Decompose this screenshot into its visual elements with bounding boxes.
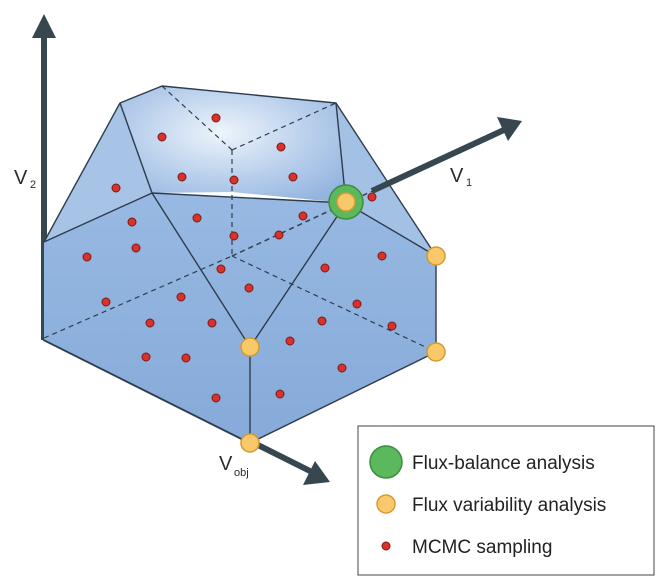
fva-points: [240, 246, 446, 453]
mcmc-point: [285, 336, 295, 346]
mcmc-point: [211, 393, 221, 403]
polytope-top-face: [120, 86, 346, 203]
legend-label-mcmc: MCMC sampling: [412, 537, 552, 558]
mcmc-point: [298, 211, 308, 221]
mcmc-point: [207, 318, 217, 328]
mcmc-point: [216, 264, 226, 274]
vobj-axis-arrowhead: [303, 461, 330, 485]
mcmc-marker: [381, 541, 391, 551]
v2-label: V 2: [14, 167, 36, 191]
v1-axis-solid: [370, 126, 508, 194]
polytope: [43, 85, 437, 444]
vobj-label-sub: obj: [234, 467, 249, 479]
polytope-front-left-face: [44, 193, 250, 443]
visible-edges: [43, 85, 437, 444]
mcmc-point: [181, 353, 191, 363]
mcmc-point: [275, 389, 285, 399]
fva-point: [240, 433, 260, 453]
v2-label-sub: 2: [30, 179, 36, 191]
v2-label-main: V: [14, 167, 28, 189]
mcmc-point: [320, 263, 330, 273]
mcmc-point: [141, 352, 151, 362]
mcmc-point: [177, 172, 187, 182]
v1-axis-arrowhead: [497, 117, 522, 141]
vobj-label-main: V: [219, 453, 233, 475]
mcmc-point: [244, 283, 254, 293]
legend-item-fba: Flux-balance analysis: [369, 445, 595, 479]
legend-item-mcmc: MCMC sampling: [381, 537, 552, 558]
v1-label-main: V: [450, 165, 464, 187]
v1-label: V 1: [450, 165, 472, 189]
mcmc-point: [274, 230, 284, 240]
legend-label-fva: Flux variability analysis: [412, 495, 606, 516]
mcmc-point: [192, 213, 202, 223]
polytope-front-right-face: [152, 193, 436, 443]
vobj-label: V obj: [219, 453, 249, 479]
mcmc-point: [157, 132, 167, 142]
mcmc-point: [131, 243, 141, 253]
mcmc-point: [377, 251, 387, 261]
fva-point: [426, 246, 446, 266]
mcmc-point: [111, 183, 121, 193]
mcmc-point: [82, 252, 92, 262]
fba-point: [328, 184, 364, 220]
legend-label-fba: Flux-balance analysis: [412, 453, 595, 474]
mcmc-point: [337, 363, 347, 373]
mcmc-point: [145, 318, 155, 328]
fva-marker: [376, 494, 396, 514]
fva-point: [426, 342, 446, 362]
mcmc-point: [211, 113, 221, 123]
mcmc-point: [317, 316, 327, 326]
legend: Flux-balance analysis Flux variability a…: [357, 425, 655, 576]
v1-label-sub: 1: [466, 177, 472, 189]
mcmc-point: [276, 142, 286, 152]
mcmc-point: [352, 299, 362, 309]
mcmc-point: [176, 292, 186, 302]
fva-point: [240, 337, 260, 357]
mcmc-point: [229, 231, 239, 241]
mcmc-point: [367, 192, 377, 202]
mcmc-point: [387, 321, 397, 331]
legend-item-fva: Flux variability analysis: [376, 494, 606, 516]
mcmc-points: [82, 113, 397, 403]
fba-marker: [369, 445, 403, 479]
mcmc-point: [229, 175, 239, 185]
v2-axis-arrowhead: [32, 14, 56, 38]
mcmc-point: [101, 297, 111, 307]
legend-box: [357, 425, 655, 576]
mcmc-point: [127, 217, 137, 227]
mcmc-point: [288, 172, 298, 182]
